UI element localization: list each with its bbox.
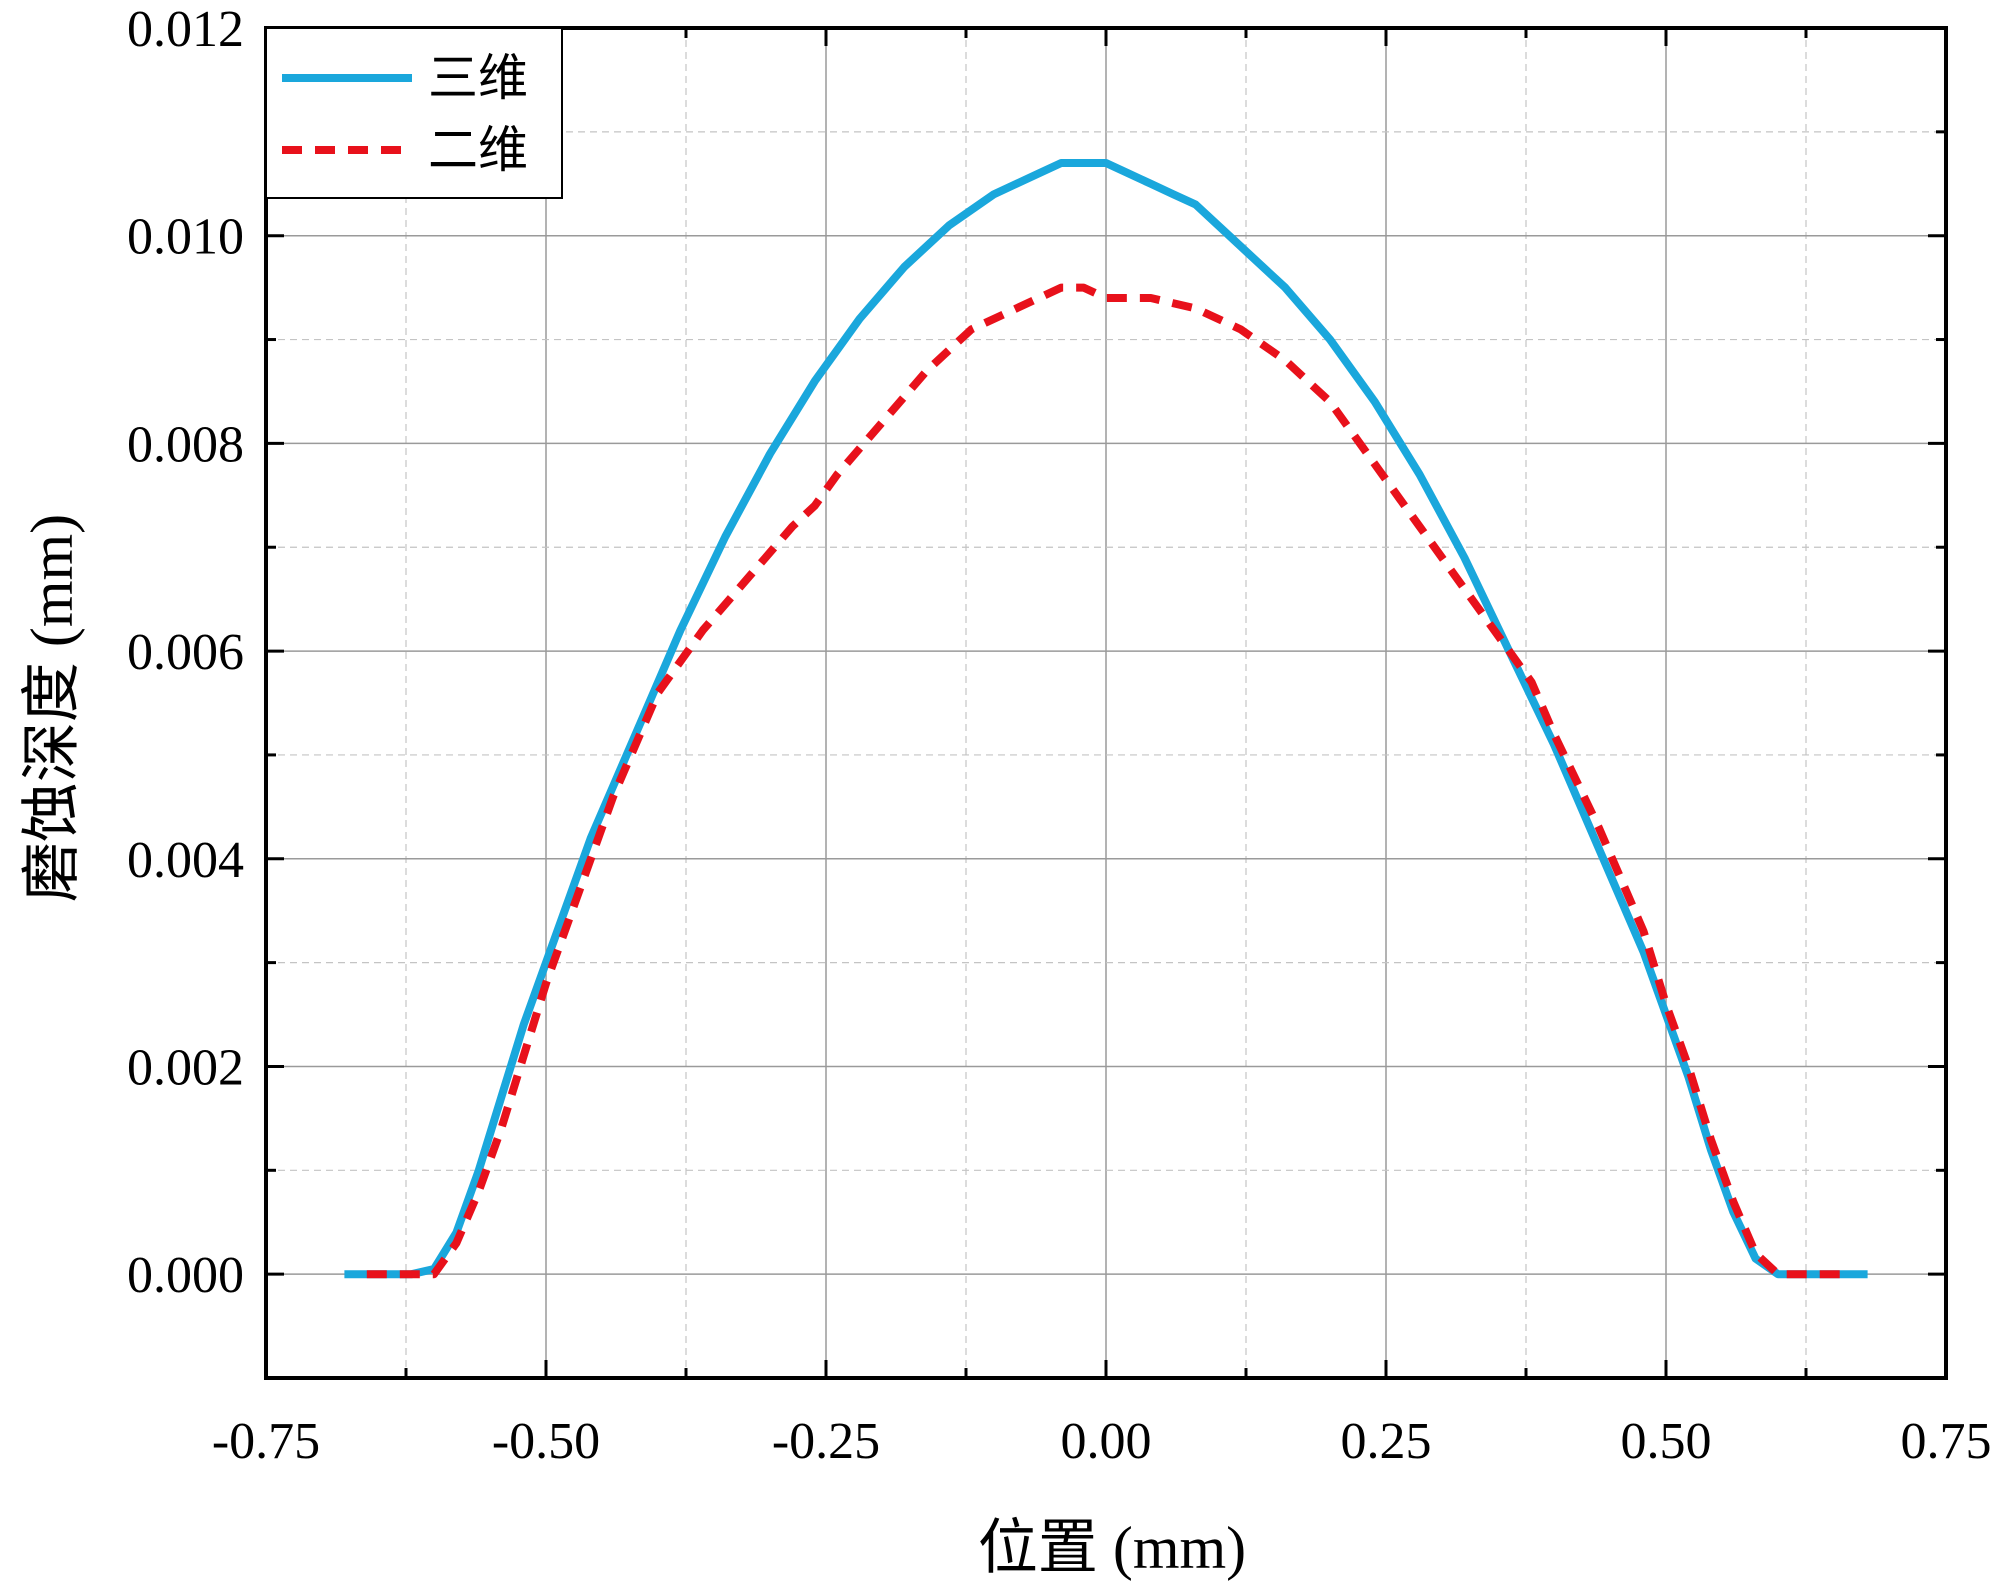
x-axis-title: 位置 (mm) (978, 1515, 1246, 1581)
legend-label-series-2: 二维 (428, 122, 528, 178)
legend-label-series-1: 三维 (428, 50, 528, 106)
legend-box (265, 27, 563, 199)
y-tick-label: 0.002 (127, 1039, 244, 1096)
x-tick-label: 0.50 (1621, 1413, 1712, 1470)
tick-labels: -0.75 -0.50 -0.25 0.00 0.25 0.50 0.75 0.000 0.00… (127, 1, 1992, 1470)
x-tick-label: -0.50 (492, 1413, 600, 1470)
y-tick-label: 0.008 (127, 416, 244, 473)
x-tick-label: -0.75 (212, 1413, 320, 1470)
y-axis-title: 磨蚀深度 (mm) (19, 514, 85, 902)
x-tick-label: -0.25 (772, 1413, 880, 1470)
y-tick-label: 0.012 (127, 1, 244, 58)
x-tick-label: 0.00 (1061, 1413, 1152, 1470)
y-tick-label: 0.000 (127, 1247, 244, 1304)
x-tick-label: 0.75 (1901, 1413, 1992, 1470)
y-tick-label: 0.010 (127, 209, 244, 266)
series-line-1 (344, 159, 1868, 1279)
axis-ticks (264, 26, 1948, 1378)
y-tick-label: 0.004 (127, 832, 244, 889)
legend: 三维 二维 (265, 27, 563, 199)
y-tick-label: 0.006 (127, 624, 244, 681)
plot-series (344, 159, 1868, 1279)
series-line-2 (366, 283, 1846, 1279)
x-tick-label: 0.25 (1341, 1413, 1432, 1470)
